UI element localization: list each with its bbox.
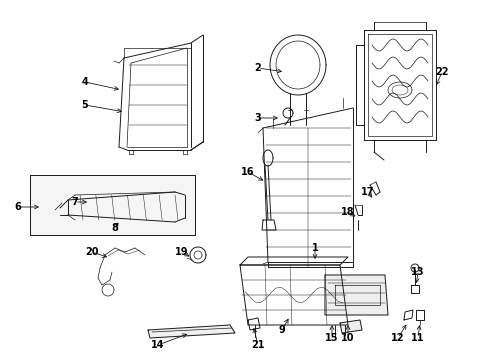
Text: 2: 2 bbox=[254, 63, 261, 73]
Text: 13: 13 bbox=[410, 267, 424, 277]
Text: 5: 5 bbox=[81, 100, 88, 110]
Text: 12: 12 bbox=[390, 333, 404, 343]
Text: 17: 17 bbox=[361, 187, 374, 197]
Text: 15: 15 bbox=[325, 333, 338, 343]
Text: 19: 19 bbox=[175, 247, 188, 257]
Polygon shape bbox=[30, 175, 195, 235]
Text: 22: 22 bbox=[434, 67, 448, 77]
Text: 10: 10 bbox=[341, 333, 354, 343]
Polygon shape bbox=[339, 320, 361, 333]
Text: 14: 14 bbox=[151, 340, 164, 350]
Text: 21: 21 bbox=[251, 340, 264, 350]
Polygon shape bbox=[325, 275, 387, 315]
Text: 4: 4 bbox=[81, 77, 88, 87]
Polygon shape bbox=[148, 325, 235, 338]
Text: 9: 9 bbox=[278, 325, 285, 335]
Text: 20: 20 bbox=[85, 247, 99, 257]
Text: 11: 11 bbox=[410, 333, 424, 343]
Text: 16: 16 bbox=[241, 167, 254, 177]
Text: 6: 6 bbox=[15, 202, 21, 212]
Text: 1: 1 bbox=[311, 243, 318, 253]
Text: 3: 3 bbox=[254, 113, 261, 123]
Text: 7: 7 bbox=[71, 197, 78, 207]
Text: 18: 18 bbox=[341, 207, 354, 217]
Text: 8: 8 bbox=[111, 223, 118, 233]
